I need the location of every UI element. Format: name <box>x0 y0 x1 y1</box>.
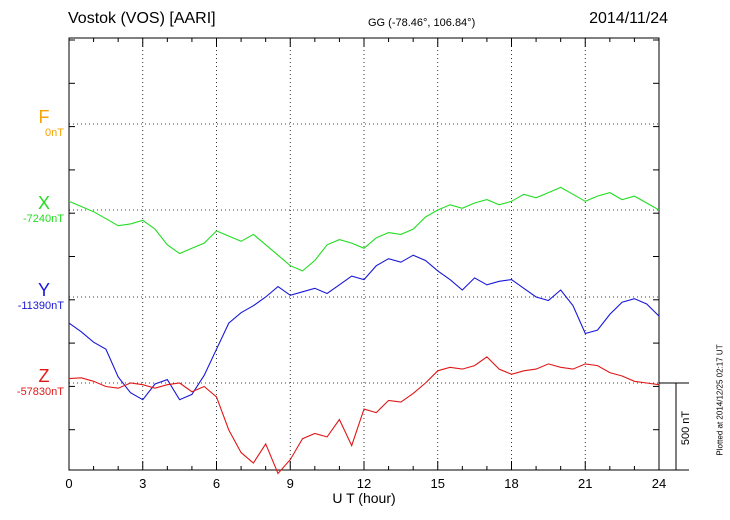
x-axis-label: U T (hour) <box>332 490 396 506</box>
series-line-y <box>68 254 660 401</box>
x-tick-label: 24 <box>651 476 667 491</box>
geographic-coords: GG (-78.46°, 106.84°) <box>368 17 476 29</box>
plotted-at-note: Plotted at 2014/12/25 02:17 UT <box>715 344 725 456</box>
x-tick-label: 6 <box>212 476 221 491</box>
series-line-z <box>68 356 660 475</box>
component-baseline-x: -7240nT <box>23 213 64 225</box>
x-tick-label: 3 <box>139 476 147 491</box>
x-tick-label: 18 <box>504 476 519 491</box>
series-line-x <box>68 186 660 272</box>
x-tick-label: 15 <box>430 476 445 491</box>
component-baseline-z: -57830nT <box>16 386 64 398</box>
x-tick-label: 9 <box>286 476 294 491</box>
component-letter-x: X <box>37 193 50 213</box>
component-baseline-y: -11390nT <box>17 300 64 312</box>
component-baseline-f: 0nT <box>45 127 64 139</box>
x-tick-label: 12 <box>356 476 372 491</box>
plot-date: 2014/11/24 <box>589 10 668 27</box>
scale-bar-label: 500 nT <box>680 410 692 446</box>
component-letter-f: F <box>38 107 50 127</box>
x-tick-label: 0 <box>65 476 73 491</box>
x-tick-label: 21 <box>578 476 593 491</box>
station-title: Vostok (VOS) [AARI] <box>68 10 216 27</box>
component-letter-y: Y <box>37 280 50 300</box>
component-letter-z: Z <box>38 366 50 386</box>
